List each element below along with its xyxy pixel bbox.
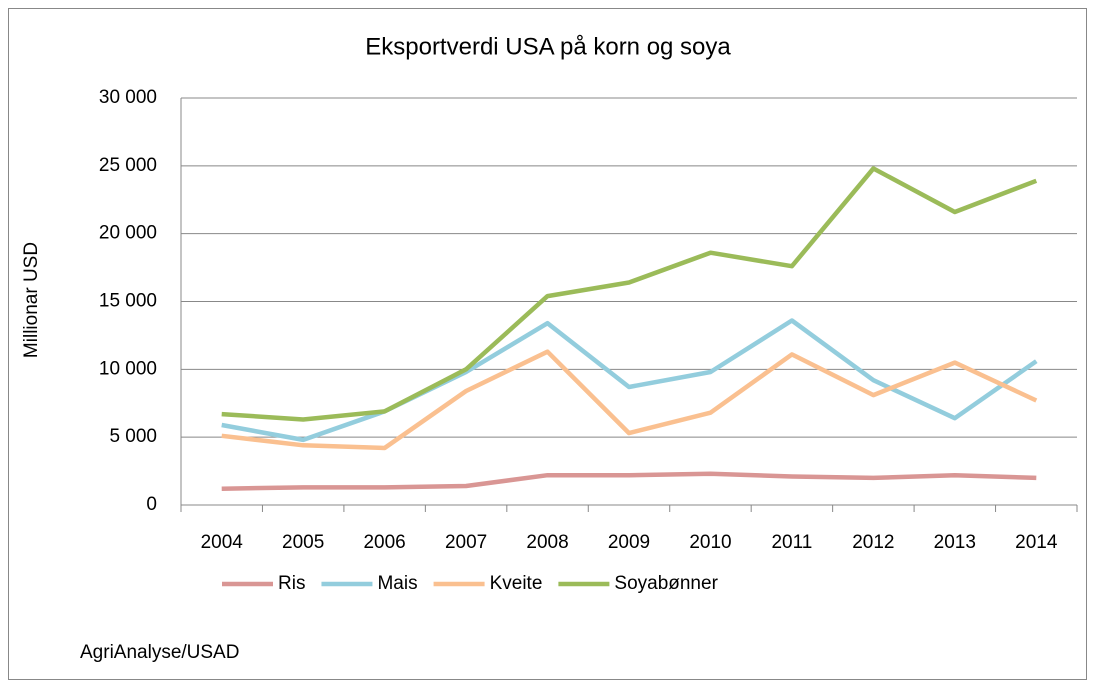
chart-title: Eksportverdi USA på korn og soya [365,33,731,60]
legend-label: Soyabønner [614,573,718,594]
y-tick-label: 0 [146,494,157,515]
x-tick-label: 2013 [934,532,976,553]
y-tick-label: 5 000 [109,426,157,447]
x-tick-label: 2009 [608,532,650,553]
series-line [221,349,1038,451]
x-tick-label: 2010 [689,532,731,553]
series-line [221,471,1037,491]
series-line [221,166,1038,422]
x-tick-label: 2005 [282,532,324,553]
x-tick-label: 2007 [445,532,487,553]
y-tick-label: 20 000 [99,223,157,244]
x-tick-label: 2014 [1015,532,1058,553]
x-tick-label: 2011 [771,532,812,553]
series-line [221,318,1038,443]
legend-label: Kveite [490,573,543,594]
x-tick-label: 2006 [363,532,405,553]
y-tick-label: 15 000 [99,291,157,312]
y-axis-label: Millionar USD [21,242,42,358]
source: AgriAnalyse/USAD [80,642,239,663]
y-tick-label: 25 000 [99,155,157,176]
legend-label: Ris [278,573,305,594]
chart-border [8,8,1087,680]
x-tick-label: 2004 [201,532,244,553]
y-tick-label: 10 000 [99,358,157,379]
y-tick-label: 30 000 [99,87,157,108]
legend-label: Mais [377,573,417,594]
x-tick-label: 2012 [852,532,894,553]
x-tick-label: 2008 [526,532,568,553]
